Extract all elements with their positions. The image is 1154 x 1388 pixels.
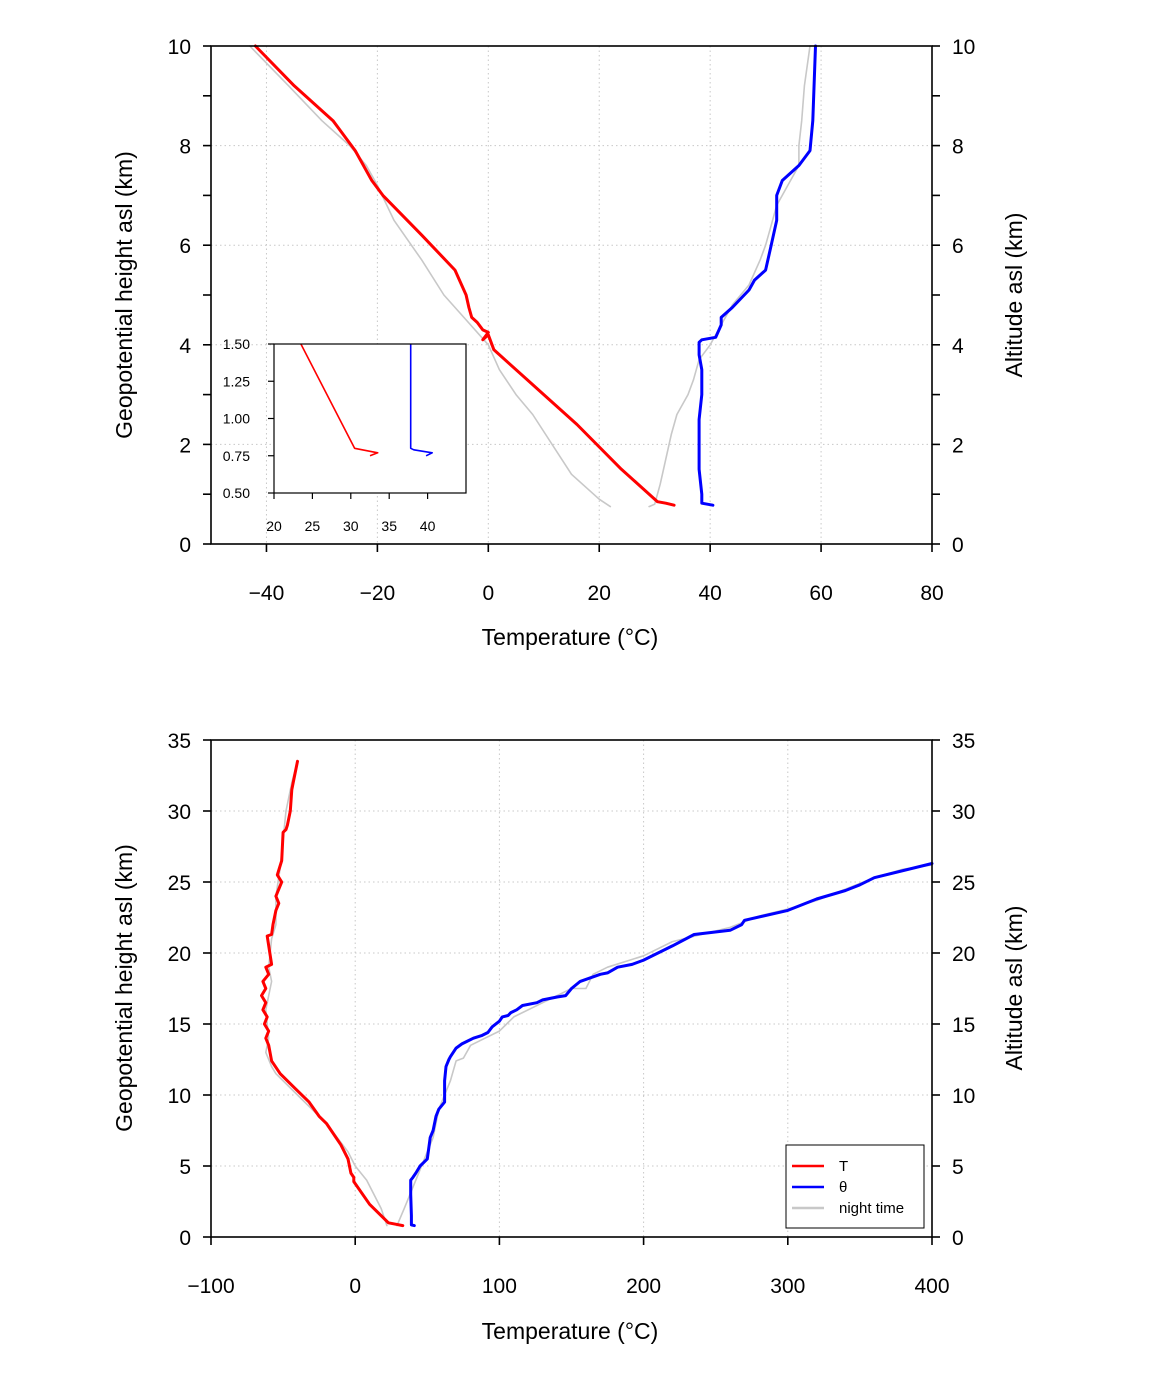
top-y-tick-label-4: 8 xyxy=(179,136,191,159)
bottom-y-tick-label-2: 10 xyxy=(168,1085,191,1108)
bottom-x-axis: −100 0 100 200 300 400 xyxy=(187,1237,950,1298)
legend-label-t: T xyxy=(839,1158,848,1175)
top-x-tick-label-1: −20 xyxy=(360,582,396,605)
top-right-y-axis-title: Altitude asl (km) xyxy=(1001,213,1027,378)
bottom-x-axis-title: Temperature (°C) xyxy=(482,1318,659,1344)
bottom-y2-tick-label-4: 20 xyxy=(952,943,975,966)
top-series-0-night-time-t xyxy=(249,45,612,508)
bottom-y-tick-label-6: 30 xyxy=(168,801,191,824)
inset-x-tick-label-2: 30 xyxy=(343,518,359,534)
panel-top: −40 −20 0 20 40 60 80 0 2 4 6 8 10 0 2 4 6 8 10 Temperat… xyxy=(111,36,1027,650)
bottom-y-tick-label-5: 25 xyxy=(168,872,191,895)
bottom-x-tick-label-3: 200 xyxy=(626,1275,661,1298)
inset-series-0-t xyxy=(300,343,379,457)
bottom-y2-tick-label-3: 15 xyxy=(952,1014,975,1037)
bottom-y2-tick-label-0: 0 xyxy=(952,1227,964,1250)
bottom-y-axis-title: Geopotential height asl (km) xyxy=(111,844,137,1132)
inset-y-tick-label-3: 1.25 xyxy=(223,373,250,389)
top-y2-tick-label-3: 6 xyxy=(952,235,964,258)
inset-y-tick-label-1: 0.75 xyxy=(223,448,250,464)
top-y-tick-label-2: 4 xyxy=(179,335,191,358)
top-series-1-night-time xyxy=(648,45,811,508)
top-y2-tick-label-4: 8 xyxy=(952,136,964,159)
top-x-axis: −40 −20 0 20 40 60 80 xyxy=(249,544,944,605)
bottom-right-y-axis-title: Altitude asl (km) xyxy=(1001,906,1027,1071)
inset-background xyxy=(274,344,466,493)
bottom-x-tick-label-5: 400 xyxy=(914,1275,949,1298)
top-series-3- xyxy=(697,44,817,507)
top-right-y-axis: 0 2 4 6 8 10 xyxy=(932,36,975,557)
top-series-2-t xyxy=(253,44,676,507)
bottom-y2-tick-label-5: 25 xyxy=(952,872,975,895)
inset-x-tick-label-0: 20 xyxy=(266,518,282,534)
legend-label-theta: θ xyxy=(839,1179,847,1196)
inset-x-axis: 20 25 30 35 40 xyxy=(266,493,436,534)
panel-bottom: −100 0 100 200 300 400 0 5 10 15 20 25 30 35 0 5 10 15 2… xyxy=(111,730,1027,1344)
top-lines xyxy=(249,44,817,508)
bottom-x-tick-label-2: 100 xyxy=(482,1275,517,1298)
bottom-right-y-axis: 0 5 10 15 20 25 30 35 xyxy=(932,730,975,1250)
bottom-series-3- xyxy=(409,862,934,1228)
bottom-x-tick-label-1: 0 xyxy=(349,1275,361,1298)
top-x-tick-label-2: 0 xyxy=(482,582,494,605)
inset-lines xyxy=(300,343,434,457)
bottom-y2-tick-label-1: 5 xyxy=(952,1156,964,1179)
inset-x-tick-label-4: 40 xyxy=(420,518,436,534)
inset-plot: 20 25 30 35 40 0.50 0.75 1.00 1.25 1.50 xyxy=(223,336,467,534)
bottom-x-tick-label-0: −100 xyxy=(187,1275,234,1298)
inset-y-tick-label-2: 1.00 xyxy=(223,411,250,427)
inset-x-tick-label-3: 35 xyxy=(381,518,397,534)
inset-y-tick-label-0: 0.50 xyxy=(223,485,250,501)
top-y2-tick-label-5: 10 xyxy=(952,36,975,59)
bottom-series-2-t xyxy=(260,759,405,1228)
inset-y-axis: 0.50 0.75 1.00 1.25 1.50 xyxy=(223,336,274,501)
top-y-axis: 0 2 4 6 8 10 xyxy=(168,36,211,557)
top-y2-tick-label-1: 2 xyxy=(952,434,964,457)
top-x-tick-label-3: 20 xyxy=(588,582,611,605)
top-y-tick-label-1: 2 xyxy=(179,434,191,457)
bottom-y-tick-label-7: 35 xyxy=(168,730,191,753)
bottom-y-tick-label-0: 0 xyxy=(179,1227,191,1250)
bottom-plot-frame xyxy=(210,739,933,1238)
inset-x-tick-label-1: 25 xyxy=(305,518,321,534)
bottom-y2-tick-label-7: 35 xyxy=(952,730,975,753)
bottom-y-axis: 0 5 10 15 20 25 30 35 xyxy=(168,730,211,1250)
bottom-y-tick-label-4: 20 xyxy=(168,943,191,966)
inset-series-1- xyxy=(409,344,434,457)
top-y2-tick-label-0: 0 xyxy=(952,534,964,557)
bottom-x-tick-label-4: 300 xyxy=(770,1275,805,1298)
bottom-y-tick-label-1: 5 xyxy=(179,1156,191,1179)
bottom-y2-tick-label-6: 30 xyxy=(952,801,975,824)
top-y-axis-title: Geopotential height asl (km) xyxy=(111,151,137,439)
inset-y-tick-label-4: 1.50 xyxy=(223,336,250,352)
legend-label-night-time: night time xyxy=(839,1200,904,1217)
top-y-tick-label-3: 6 xyxy=(179,235,191,258)
top-y2-tick-label-2: 4 xyxy=(952,335,964,358)
bottom-y2-tick-label-2: 10 xyxy=(952,1085,975,1108)
top-x-tick-label-4: 40 xyxy=(698,582,721,605)
bottom-lines xyxy=(260,759,934,1228)
top-x-tick-label-6: 80 xyxy=(920,582,943,605)
top-y-tick-label-5: 10 xyxy=(168,36,191,59)
legend: T θ night time xyxy=(785,1144,925,1229)
top-y-tick-label-0: 0 xyxy=(179,534,191,557)
top-x-tick-label-0: −40 xyxy=(249,582,285,605)
top-x-tick-label-5: 60 xyxy=(809,582,832,605)
top-x-axis-title: Temperature (°C) xyxy=(482,624,659,650)
bottom-y-tick-label-3: 15 xyxy=(168,1014,191,1037)
